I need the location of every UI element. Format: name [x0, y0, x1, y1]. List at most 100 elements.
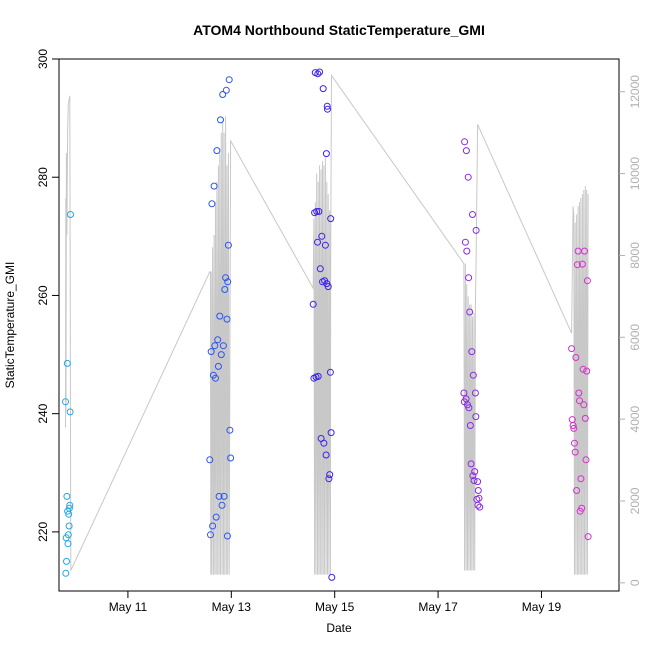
- data-point-flight2: [217, 116, 224, 124]
- x-tick-label: May 13: [212, 600, 252, 614]
- data-point-flight4: [468, 348, 476, 356]
- y2-tick-label: 6000: [628, 324, 642, 351]
- data-point-flight2: [207, 348, 215, 356]
- data-point-flight1: [64, 540, 72, 548]
- data-point-flight3: [316, 68, 324, 76]
- data-point-flight4: [471, 468, 479, 476]
- data-point-flight1: [63, 492, 71, 500]
- data-point-flight3: [322, 451, 330, 459]
- data-point-flight5: [569, 422, 577, 429]
- y-tick-label: 300: [36, 49, 50, 69]
- data-point-flight2: [206, 456, 214, 464]
- x-tick-label: May 17: [418, 600, 458, 614]
- data-point-flight5: [584, 533, 592, 541]
- plot-frame: [58, 58, 620, 592]
- data-point-flight2: [219, 342, 227, 350]
- data-point-flight1: [63, 359, 71, 367]
- data-point-flight2: [220, 492, 228, 500]
- y2-tick-label: 2000: [628, 487, 642, 514]
- data-point-flight2: [207, 531, 214, 539]
- data-point-flight3: [316, 265, 324, 273]
- y-axis-left: 220 240 260 280 300: [36, 49, 59, 542]
- data-point-flight3: [314, 372, 322, 380]
- y2-tick-label: 10000: [628, 157, 642, 191]
- data-point-flight3: [314, 70, 322, 78]
- altitude-line-layer: [65, 73, 589, 575]
- y-tick-label: 240: [36, 403, 50, 423]
- data-point-flight1: [65, 522, 73, 530]
- data-point-flight2: [213, 147, 221, 155]
- data-point-flight3: [326, 368, 334, 376]
- data-point-flight2: [212, 513, 220, 521]
- data-point-flight2: [223, 532, 231, 540]
- y2-tick-label: 0: [628, 579, 642, 586]
- data-point-flight4: [470, 477, 478, 484]
- data-point-flight3: [323, 102, 331, 110]
- data-point-flight4: [463, 247, 471, 255]
- chart-title: ATOM4 Northbound StaticTemperature_GMI: [193, 22, 485, 38]
- data-point-flight1: [66, 501, 74, 509]
- data-point-flight5: [571, 448, 579, 456]
- data-point-flight2: [212, 374, 219, 382]
- y2-tick-label: 12000: [628, 75, 642, 109]
- data-point-flight3: [313, 208, 321, 215]
- data-point-flight1: [63, 557, 70, 565]
- data-point-flight3: [325, 475, 333, 483]
- data-point-flight2: [223, 315, 231, 323]
- y-axis-label: StaticTemperature_GMI: [3, 262, 17, 389]
- data-point-flight2: [208, 200, 216, 208]
- data-point-flight4: [474, 487, 482, 494]
- y-tick-label: 260: [36, 285, 50, 305]
- data-point-flight3: [309, 300, 317, 308]
- data-point-flight4: [466, 308, 474, 316]
- data-point-flight5: [568, 345, 576, 353]
- x-axis: May 11 May 13 May 15 May 17 May 19: [109, 591, 561, 614]
- y-tick-label: 280: [36, 167, 50, 187]
- data-point-flight3: [327, 215, 335, 223]
- data-point-flight3: [314, 238, 321, 246]
- data-point-flight2: [225, 76, 233, 84]
- data-point-flight5: [573, 261, 581, 269]
- data-point-flight3: [326, 471, 334, 479]
- data-point-flight2: [211, 342, 219, 350]
- x-tick-label: May 15: [315, 600, 355, 614]
- data-point-flight3: [324, 283, 332, 291]
- data-point-flight5: [583, 367, 591, 375]
- altitude-line: [65, 73, 589, 575]
- data-point-flight4: [465, 404, 473, 412]
- data-point-flight4: [460, 389, 468, 397]
- data-point-flight2: [218, 501, 226, 509]
- data-point-flight2: [222, 274, 230, 282]
- data-point-flight4: [472, 226, 480, 234]
- data-point-flight1: [62, 398, 69, 406]
- data-point-flight4: [466, 422, 474, 429]
- data-point-flight5: [580, 401, 588, 409]
- data-point-flight5: [581, 247, 588, 255]
- data-point-flight3: [318, 232, 326, 240]
- data-point-flight4: [469, 371, 477, 379]
- data-point-flight2: [224, 278, 232, 286]
- data-point-flight1: [62, 569, 70, 577]
- y-tick-label: 220: [36, 522, 50, 542]
- data-point-flight4: [471, 389, 479, 397]
- data-point-flight2: [216, 312, 224, 320]
- data-point-flight5: [571, 439, 578, 447]
- data-point-flight3: [321, 241, 329, 249]
- data-point-flight4: [461, 138, 469, 146]
- data-point-flight3: [319, 85, 327, 93]
- data-point-flight3: [320, 439, 328, 447]
- y-axis-right: 0 2000 4000 6000 8000 10000 12000: [619, 75, 642, 586]
- data-point-flight5: [579, 365, 587, 373]
- data-point-flight4: [476, 503, 484, 511]
- data-point-flight3: [328, 573, 336, 581]
- data-point-flight4: [469, 211, 476, 218]
- data-point-flight5: [578, 260, 586, 268]
- data-point-flight4: [461, 238, 469, 246]
- data-point-flight5: [578, 504, 586, 512]
- data-point-flight4: [469, 472, 477, 480]
- data-point-flight2: [214, 336, 222, 344]
- data-point-flight5: [583, 277, 591, 285]
- data-point-flight5: [582, 456, 590, 464]
- data-point-flight3: [322, 150, 330, 158]
